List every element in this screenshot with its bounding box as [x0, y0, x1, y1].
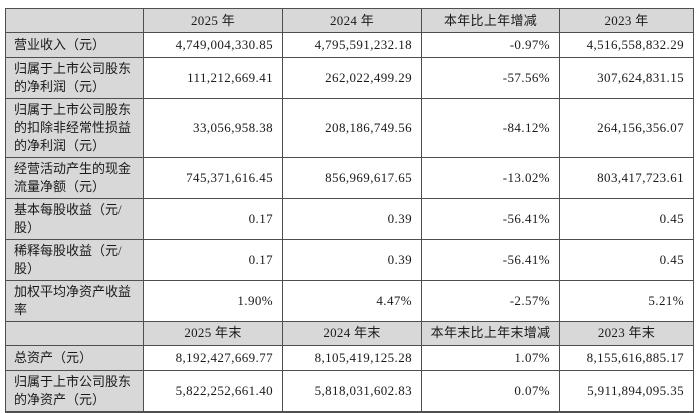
value-cell: 111,212,669.41 [143, 57, 283, 99]
value-cell: 0.45 [559, 197, 694, 240]
period-header-row: 2025 年末 2024 年末 本年末比上年末增减 2023 年末 [5, 320, 694, 346]
value-cell: -0.97% [421, 32, 560, 58]
value-cell: 8,105,419,125.28 [282, 344, 422, 371]
value-cell: 856,969,617.65 [282, 156, 422, 199]
value-cell: -56.41% [421, 238, 560, 281]
value-cell: 0.39 [282, 197, 422, 240]
value-cell: 208,186,749.56 [282, 98, 422, 158]
value-cell: 745,371,616.45 [143, 156, 283, 199]
table-row: 经营活动产生的现金流量净额（元） 745,371,616.45 856,969,61… [5, 156, 694, 199]
value-cell: 4,516,558,832.29 [559, 32, 694, 58]
value-cell: 0.17 [143, 238, 283, 281]
row-label-cell: 基本每股收益（元/股） [5, 197, 144, 240]
period-header-cell: 2023 年 [559, 8, 694, 33]
period-header-cell: 本年比上年增减 [421, 8, 560, 33]
row-label-cell: 归属于上市公司股东的净资产（元） [5, 369, 144, 413]
value-cell: -84.12% [421, 98, 560, 158]
value-cell: -13.02% [421, 156, 560, 199]
period-header-cell: 本年末比上年末增减 [421, 320, 560, 346]
row-label-cell: 稀释每股收益（元/股） [5, 238, 144, 281]
value-cell: 8,155,616,885.17 [559, 344, 694, 371]
financial-summary-table: 2025 年 2024 年本年比上年增减 2023 年营业收入（元） 4,749,00… [5, 8, 694, 413]
table-row: 营业收入（元） 4,749,004,330.85 4,795,591,232.18-… [5, 32, 694, 58]
value-cell: 5,818,031,602.83 [282, 369, 422, 413]
value-cell: 4,795,591,232.18 [282, 32, 422, 58]
value-cell: 262,022,499.29 [282, 57, 422, 99]
value-cell: 33,056,958.38 [143, 98, 283, 158]
value-cell: 0.45 [559, 238, 694, 281]
value-cell: 8,192,427,669.77 [143, 344, 283, 371]
value-cell: 307,624,831.15 [559, 57, 694, 99]
corner-cell [5, 8, 144, 33]
table-row: 归属于上市公司股东的净利润（元） 111,212,669.41 262,022,49… [5, 57, 694, 99]
table-row: 总资产（元） 8,192,427,669.77 8,105,419,125.28 1.… [5, 344, 694, 371]
value-cell: -57.56% [421, 57, 560, 99]
corner-cell [5, 320, 144, 346]
value-cell: 803,417,723.61 [559, 156, 694, 199]
row-label-cell: 归属于上市公司股东的扣除非经常性损益的净利润（元） [5, 98, 144, 158]
row-label-cell: 归属于上市公司股东的净利润（元） [5, 57, 144, 99]
period-header-row: 2025 年 2024 年本年比上年增减 2023 年 [5, 8, 694, 33]
value-cell: 1.90% [143, 279, 283, 322]
table-row: 归属于上市公司股东的扣除非经常性损益的净利润（元） 33,056,958.38 20… [5, 98, 694, 158]
table-row: 基本每股收益（元/股） 0.17 0.39 -56.41% 0.45 [5, 197, 694, 240]
value-cell: 4,749,004,330.85 [143, 32, 283, 58]
row-label-cell: 加权平均净资产收益率 [5, 279, 144, 322]
period-header-cell: 2025 年 [143, 8, 283, 33]
value-cell: 5.21% [559, 279, 694, 322]
value-cell: 5,911,894,095.35 [559, 369, 694, 413]
row-label-cell: 经营活动产生的现金流量净额（元） [5, 156, 144, 199]
table-row: 加权平均净资产收益率 1.90% 4.47% -2.57% 5.21% [5, 279, 694, 322]
value-cell: -2.57% [421, 279, 560, 322]
table-row: 稀释每股收益（元/股） 0.17 0.39 -56.41% 0.45 [5, 238, 694, 281]
value-cell: 0.39 [282, 238, 422, 281]
period-header-cell: 2024 年末 [282, 320, 422, 346]
value-cell: 264,156,356.07 [559, 98, 694, 158]
financial-table-body: 2025 年 2024 年本年比上年增减 2023 年营业收入（元） 4,749,00… [5, 8, 694, 413]
value-cell: 0.17 [143, 197, 283, 240]
table-row: 归属于上市公司股东的净资产（元） 5,822,252,661.40 5,818,03… [5, 369, 694, 413]
row-label-cell: 营业收入（元） [5, 32, 144, 58]
value-cell: 4.47% [282, 279, 422, 322]
value-cell: 1.07% [421, 344, 560, 371]
value-cell: 0.07% [421, 369, 560, 413]
financial-summary: 2025 年 2024 年本年比上年增减 2023 年营业收入（元） 4,749,00… [5, 8, 694, 413]
period-header-cell: 2024 年 [282, 8, 422, 33]
value-cell: -56.41% [421, 197, 560, 240]
period-header-cell: 2023 年末 [559, 320, 694, 346]
value-cell: 5,822,252,661.40 [143, 369, 283, 413]
period-header-cell: 2025 年末 [143, 320, 283, 346]
row-label-cell: 总资产（元） [5, 344, 144, 371]
